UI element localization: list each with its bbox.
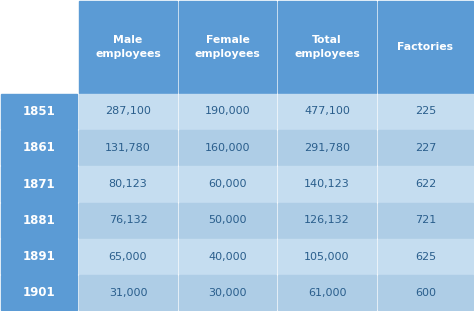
Text: 1891: 1891 — [23, 250, 55, 263]
Bar — [79, 203, 177, 238]
Bar — [278, 94, 376, 129]
Bar — [79, 239, 177, 274]
Text: 160,000: 160,000 — [205, 143, 250, 153]
Bar — [79, 1, 177, 93]
Text: 287,100: 287,100 — [105, 106, 151, 116]
Bar — [179, 1, 276, 93]
Text: 140,123: 140,123 — [304, 179, 350, 189]
Text: 30,000: 30,000 — [208, 288, 247, 298]
Text: 1881: 1881 — [23, 214, 55, 227]
Bar — [278, 166, 376, 202]
Text: 622: 622 — [415, 179, 436, 189]
Bar — [179, 130, 276, 165]
Bar — [1, 1, 77, 93]
Text: Male
employees: Male employees — [95, 35, 161, 59]
Bar — [1, 130, 77, 165]
Text: Female
employees: Female employees — [195, 35, 260, 59]
Bar — [1, 275, 77, 310]
Text: 50,000: 50,000 — [208, 215, 247, 225]
Bar — [378, 239, 473, 274]
Text: 1901: 1901 — [23, 286, 55, 299]
Bar — [79, 130, 177, 165]
Bar — [378, 166, 473, 202]
Text: 291,780: 291,780 — [304, 143, 350, 153]
Bar — [79, 166, 177, 202]
Text: 721: 721 — [415, 215, 436, 225]
Text: 40,000: 40,000 — [208, 252, 247, 262]
Text: 131,780: 131,780 — [105, 143, 151, 153]
Text: 65,000: 65,000 — [109, 252, 147, 262]
Bar — [1, 239, 77, 274]
Bar — [278, 239, 376, 274]
Bar — [179, 166, 276, 202]
Text: 225: 225 — [415, 106, 436, 116]
Bar — [378, 1, 473, 93]
Text: 227: 227 — [415, 143, 436, 153]
Bar — [278, 130, 376, 165]
Text: Factories: Factories — [397, 42, 454, 52]
Text: 61,000: 61,000 — [308, 288, 346, 298]
Bar — [378, 203, 473, 238]
Text: 477,100: 477,100 — [304, 106, 350, 116]
Bar — [378, 275, 473, 310]
Text: 1861: 1861 — [23, 141, 55, 154]
Bar — [378, 94, 473, 129]
Bar — [179, 94, 276, 129]
Text: 60,000: 60,000 — [208, 179, 247, 189]
Bar — [179, 239, 276, 274]
Bar — [1, 94, 77, 129]
Text: 31,000: 31,000 — [109, 288, 147, 298]
Bar — [179, 203, 276, 238]
Bar — [1, 203, 77, 238]
Bar — [278, 1, 376, 93]
Text: 600: 600 — [415, 288, 436, 298]
Bar — [79, 275, 177, 310]
Bar — [278, 203, 376, 238]
Bar — [278, 275, 376, 310]
Text: 80,123: 80,123 — [109, 179, 147, 189]
Bar — [378, 130, 473, 165]
Text: 1871: 1871 — [23, 178, 55, 191]
Text: 105,000: 105,000 — [304, 252, 350, 262]
Bar — [179, 275, 276, 310]
Text: 1851: 1851 — [23, 105, 55, 118]
Text: 76,132: 76,132 — [109, 215, 147, 225]
Text: 190,000: 190,000 — [205, 106, 250, 116]
Text: 126,132: 126,132 — [304, 215, 350, 225]
Bar — [1, 166, 77, 202]
Text: Total
employees: Total employees — [294, 35, 360, 59]
Text: 625: 625 — [415, 252, 436, 262]
Bar — [79, 94, 177, 129]
